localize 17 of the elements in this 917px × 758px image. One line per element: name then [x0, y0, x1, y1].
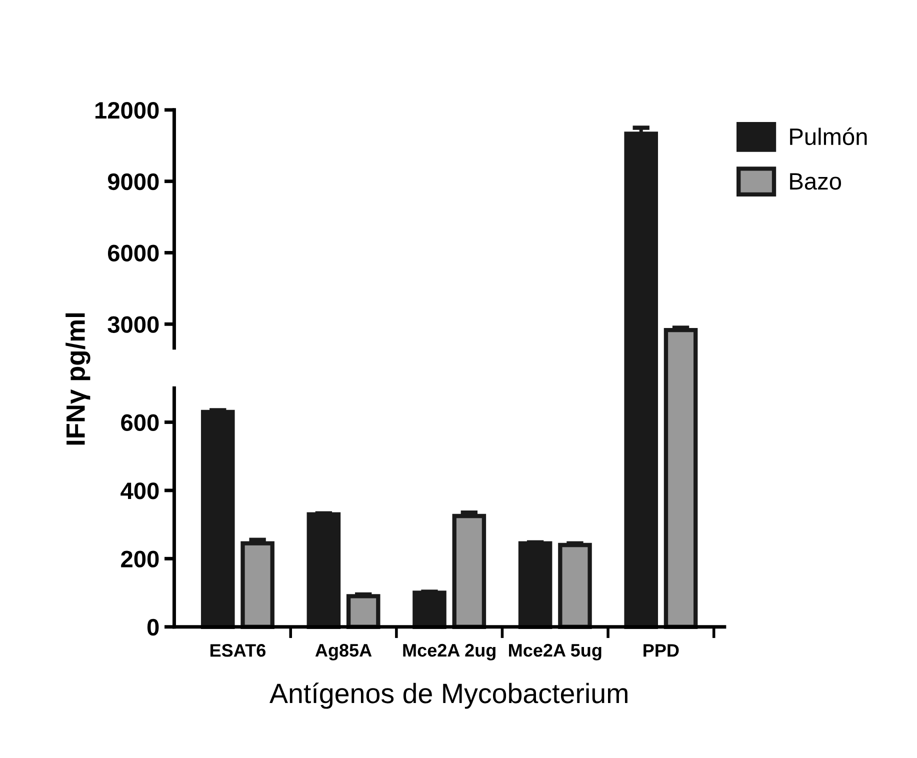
y-axis-title: IFNγ pg/ml: [66, 313, 90, 445]
x-tick-label: ESAT6: [210, 644, 266, 657]
y-tick-label: 6000: [108, 244, 159, 262]
y-tick-label: 9000: [108, 173, 159, 190]
x-tick-label: Mce2A 2ug: [403, 644, 496, 660]
legend-label: Bazo: [790, 173, 842, 190]
x-tick-label: PPD: [644, 644, 679, 657]
legend-label: Pulmón: [790, 127, 867, 146]
y-tick-label: 0: [147, 618, 159, 636]
y-tick-label: 400: [120, 482, 159, 500]
x-tick-label: Mce2A 5ug: [509, 644, 602, 660]
y-tick-label: 600: [121, 414, 159, 431]
y-tick-label: 12000: [95, 102, 159, 119]
x-tick-label: Ag85A: [315, 644, 372, 660]
x-axis-title: Antígenos de Mycobacterium: [270, 682, 628, 709]
y-tick-label: 200: [121, 550, 159, 568]
y-tick-label: 3000: [108, 316, 159, 333]
